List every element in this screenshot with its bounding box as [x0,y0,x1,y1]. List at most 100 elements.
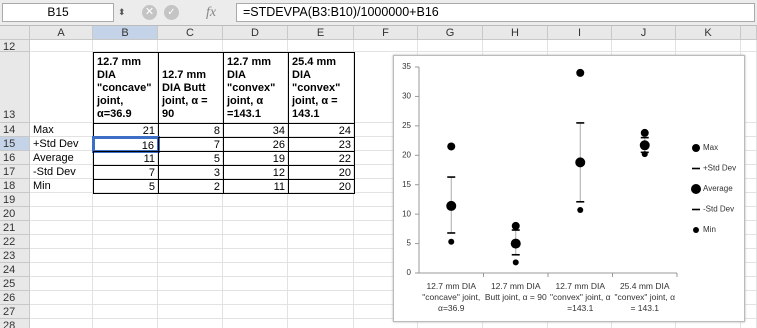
value-cell[interactable]: 23 [288,137,355,152]
cell[interactable] [93,123,158,137]
selected-cell[interactable]: 16 [92,136,160,153]
cell[interactable] [418,319,483,328]
cell[interactable] [223,305,288,319]
row-header[interactable]: 17 [0,165,30,179]
row-header[interactable]: 18 [0,179,30,193]
column-header[interactable]: D [223,26,288,40]
value-cell[interactable]: 8 [158,123,224,138]
row-header[interactable]: 26 [0,291,30,305]
cell[interactable] [30,249,93,263]
cell[interactable] [288,291,354,305]
row-header[interactable]: 19 [0,193,30,207]
row-header[interactable]: 23 [0,249,30,263]
row-header[interactable]: 27 [0,305,30,319]
cell[interactable] [288,137,354,151]
column-header[interactable]: C [158,26,223,40]
column-header[interactable]: B [93,26,158,40]
cell[interactable] [288,249,354,263]
column-header[interactable]: K [676,26,741,40]
cell[interactable] [30,277,93,291]
cell[interactable] [93,165,158,179]
value-cell[interactable]: 22 [288,151,355,166]
cell[interactable] [288,319,354,328]
value-cell[interactable]: 26 [223,137,289,152]
cell[interactable] [483,319,548,328]
cell[interactable] [158,305,223,319]
value-cell[interactable]: 19 [223,151,289,166]
cell[interactable] [223,291,288,305]
cell[interactable] [288,235,354,249]
cell[interactable] [93,305,158,319]
cell[interactable] [288,277,354,291]
cell[interactable] [223,221,288,235]
column-header[interactable]: J [612,26,676,40]
row-header[interactable]: 25 [0,277,30,291]
cell[interactable] [223,52,288,123]
cell[interactable] [158,221,223,235]
value-cell[interactable]: 12 [223,165,289,180]
row-header[interactable]: 21 [0,221,30,235]
cell[interactable] [288,193,354,207]
row-header[interactable]: 24 [0,263,30,277]
enter-button[interactable]: ✓ [164,5,179,20]
cell[interactable] [418,40,483,52]
cell[interactable] [223,123,288,137]
row-header[interactable]: 28 [0,319,30,328]
cell[interactable] [288,151,354,165]
cell[interactable] [223,40,288,52]
cell[interactable] [158,40,223,52]
cell[interactable] [676,319,741,328]
column-header[interactable]: I [548,26,612,40]
cell[interactable] [741,40,757,52]
value-cell[interactable]: 5 [158,151,224,166]
cell[interactable] [612,40,676,52]
cell[interactable] [93,179,158,193]
cell[interactable] [30,221,93,235]
cell[interactable] [93,263,158,277]
value-cell[interactable]: 11 [93,151,159,166]
cell[interactable] [93,249,158,263]
cell[interactable] [93,52,158,123]
cell[interactable] [548,40,612,52]
cell[interactable] [158,137,223,151]
value-cell[interactable]: 34 [223,123,289,138]
value-cell[interactable]: 5 [93,179,159,194]
row-header[interactable]: 22 [0,235,30,249]
cell[interactable] [223,193,288,207]
cell[interactable] [93,151,158,165]
cell[interactable] [158,123,223,137]
cell[interactable] [93,291,158,305]
row-header[interactable]: 15 [0,137,30,151]
cell[interactable] [158,249,223,263]
cell[interactable] [30,40,93,52]
row-header[interactable]: 12 [0,40,30,53]
value-cell[interactable]: 21 [93,123,159,138]
name-box-arrow[interactable]: ⬍ [118,7,126,17]
cell[interactable] [93,235,158,249]
cell[interactable] [158,263,223,277]
cell[interactable] [676,40,741,52]
cell[interactable] [93,40,158,52]
column-header[interactable]: H [483,26,548,40]
cell[interactable] [158,235,223,249]
cell[interactable] [93,277,158,291]
cell[interactable] [30,193,93,207]
cell[interactable] [93,221,158,235]
cell[interactable] [223,207,288,221]
cell[interactable] [288,123,354,137]
cell[interactable] [158,52,223,123]
column-header[interactable]: F [354,26,418,40]
cell[interactable] [158,319,223,328]
cell[interactable] [288,221,354,235]
value-cell[interactable]: 2 [158,179,224,194]
cell[interactable] [93,319,158,328]
cancel-button[interactable]: ✕ [142,5,157,20]
cell[interactable] [223,277,288,291]
value-cell[interactable]: 20 [288,179,355,194]
cell[interactable] [30,319,93,328]
cell[interactable] [158,179,223,193]
value-cell[interactable]: 11 [223,179,289,194]
cell[interactable] [548,319,612,328]
cell[interactable] [30,305,93,319]
cell[interactable] [30,207,93,221]
